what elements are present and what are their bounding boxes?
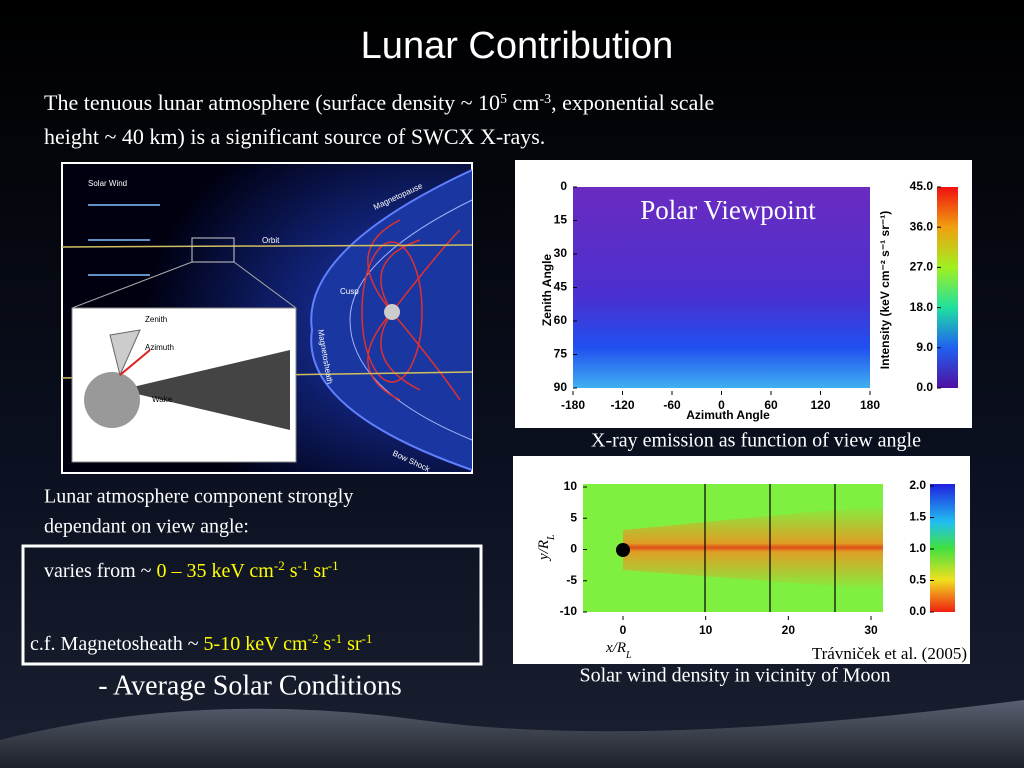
y-tick-label: -10 bbox=[560, 604, 578, 618]
x-tick-label: 0 bbox=[718, 398, 725, 412]
note-text: c.f. Magnetosheath ~ bbox=[30, 633, 204, 655]
diagram-label: Azimuth bbox=[145, 343, 174, 352]
note-value: s bbox=[318, 633, 331, 655]
x-tick-label: 20 bbox=[782, 623, 796, 637]
intro-line: height ~ 40 km) is a significant source … bbox=[44, 124, 545, 149]
x-axis-label: x/RL bbox=[605, 640, 632, 661]
diagram-label: Wake bbox=[152, 395, 173, 404]
polar-heatmap bbox=[573, 187, 870, 388]
y-tick-label: 0 bbox=[570, 542, 577, 556]
x-tick-label: 30 bbox=[864, 623, 878, 637]
note-text: varies from ~ bbox=[44, 560, 156, 582]
note-value: sr bbox=[308, 560, 328, 582]
colorbar bbox=[930, 484, 955, 612]
note-varies: varies from ~ 0 – 35 keV cm-2 s-1 sr-1 bbox=[44, 558, 339, 583]
y-tick-label: 30 bbox=[554, 246, 568, 260]
colorbar-tick-label: 1.5 bbox=[909, 510, 926, 524]
x-tick-label: -180 bbox=[561, 398, 585, 412]
plot-title: Polar Viewpoint bbox=[640, 195, 816, 225]
y-tick-label: 0 bbox=[560, 179, 567, 193]
y-axis-label: y/RL bbox=[536, 534, 557, 562]
x-tick-label: -60 bbox=[663, 398, 681, 412]
colorbar-tick-label: 0.0 bbox=[909, 604, 926, 618]
highlight-box bbox=[21, 544, 483, 666]
note-sup: -1 bbox=[298, 558, 309, 573]
colorbar-tick-label: 27.0 bbox=[910, 260, 934, 274]
label-sub: L bbox=[546, 534, 557, 541]
x-tick-label: 180 bbox=[860, 398, 880, 412]
x-tick-label: 0 bbox=[620, 623, 627, 637]
y-tick-label: 45 bbox=[554, 280, 568, 294]
colorbar-tick-label: 45.0 bbox=[910, 179, 934, 193]
caption: Solar wind density in vicinity of Moon bbox=[579, 665, 890, 687]
diagram-label: Cusp bbox=[340, 287, 359, 296]
y-axis-label: Zenith Angle bbox=[540, 254, 554, 327]
intro-text: cm bbox=[507, 90, 539, 115]
note-value: sr bbox=[342, 633, 362, 655]
colorbar-tick-label: 0.0 bbox=[916, 380, 933, 394]
note-sup: -2 bbox=[308, 631, 319, 646]
slide-title: Lunar Contribution bbox=[361, 25, 674, 67]
moon bbox=[616, 543, 630, 557]
density-wake bbox=[623, 505, 883, 590]
y-tick-label: 75 bbox=[554, 347, 568, 361]
colorbar-label: Intensity (keV cm⁻² s⁻¹ sr⁻¹) bbox=[878, 211, 892, 369]
diagram-label: Zenith bbox=[145, 315, 167, 324]
note-sup: -1 bbox=[331, 631, 342, 646]
x-tick-label: -120 bbox=[610, 398, 634, 412]
colorbar-tick-label: 0.5 bbox=[909, 573, 926, 587]
note-sup: -2 bbox=[274, 558, 285, 573]
note-value: 5-10 keV cm bbox=[204, 633, 308, 655]
intro-sup: 5 bbox=[500, 92, 507, 107]
note-value: s bbox=[285, 560, 298, 582]
note-conditions: - Average Solar Conditions bbox=[98, 670, 402, 701]
intro-sup: -3 bbox=[539, 92, 551, 107]
y-tick-label: 60 bbox=[554, 313, 568, 327]
x-tick-label: 10 bbox=[699, 623, 713, 637]
x-tick-label: 120 bbox=[810, 398, 830, 412]
caption: X-ray emission as function of view angle bbox=[591, 430, 921, 452]
colorbar-tick-label: 18.0 bbox=[910, 300, 934, 314]
citation: Trávniček et al. (2005) bbox=[812, 644, 967, 663]
y-tick-label: 10 bbox=[564, 479, 578, 493]
label-text: x/R bbox=[605, 640, 626, 656]
colorbar-tick-label: 2.0 bbox=[909, 478, 926, 492]
label-text: y/R bbox=[536, 540, 552, 562]
x-tick-label: 60 bbox=[764, 398, 778, 412]
x-axis-label: Azimuth Angle bbox=[686, 408, 770, 422]
diagram-label: Solar Wind bbox=[88, 179, 127, 188]
y-tick-label: 15 bbox=[554, 213, 568, 227]
colorbar-tick-label: 1.0 bbox=[909, 541, 926, 555]
y-tick-label: 5 bbox=[570, 510, 577, 524]
intro-text: The tenuous lunar atmosphere (surface de… bbox=[44, 90, 500, 115]
shock-lines bbox=[704, 484, 836, 612]
colorbar-tick-label: 9.0 bbox=[916, 340, 933, 354]
diagram-label: Orbit bbox=[262, 236, 280, 245]
label-sub: L bbox=[625, 650, 632, 661]
magnetosphere-diagram bbox=[61, 162, 473, 474]
y-tick-label: -5 bbox=[566, 573, 577, 587]
colorbar-tick-label: 36.0 bbox=[910, 219, 934, 233]
intro-line: The tenuous lunar atmosphere (surface de… bbox=[44, 90, 714, 115]
note-line: dependant on view angle: bbox=[44, 516, 249, 538]
note-magnetosheath: c.f. Magnetosheath ~ 5-10 keV cm-2 s-1 s… bbox=[30, 631, 372, 656]
colorbar bbox=[937, 187, 958, 388]
note-line: Lunar atmosphere component strongly bbox=[44, 486, 353, 508]
note-value: 0 – 35 keV cm bbox=[156, 560, 274, 582]
y-tick-label: 90 bbox=[554, 380, 568, 394]
note-sup: -1 bbox=[328, 558, 339, 573]
lunar-ground bbox=[0, 700, 1024, 768]
note-sup: -1 bbox=[362, 631, 373, 646]
intro-text: , exponential scale bbox=[551, 90, 714, 115]
